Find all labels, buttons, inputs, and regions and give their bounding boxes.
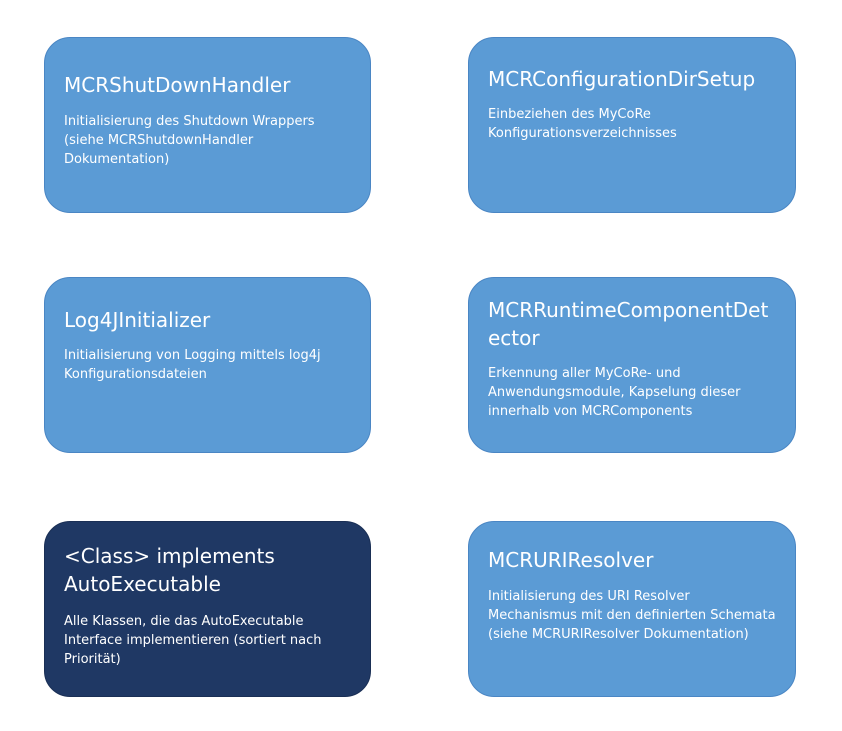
box-title: MCRConfigurationDirSetup bbox=[488, 67, 756, 91]
mcr-runtime-component-detector-box: MCRRuntimeComponentDetector Erkennung al… bbox=[468, 277, 796, 453]
box-description: Einbeziehen des MyCoRe Konfigurationsver… bbox=[488, 107, 677, 141]
log4j-initializer-box: Log4JInitializer Initialisierung von Log… bbox=[44, 277, 371, 453]
auto-executable-box: <Class> implements AutoExecutable Alle K… bbox=[44, 521, 371, 697]
box-description: Initialisierung des Shutdown Wrappers (s… bbox=[64, 114, 315, 167]
box-title: MCRRuntimeComponentDetector bbox=[488, 298, 769, 350]
box-description: Initialisierung des URI Resolver Mechani… bbox=[488, 589, 776, 642]
box-title: <Class> implements AutoExecutable bbox=[64, 544, 275, 596]
box-title: Log4JInitializer bbox=[64, 308, 211, 332]
box-description: Erkennung aller MyCoRe- und Anwendungsmo… bbox=[488, 366, 741, 419]
box-description: Alle Klassen, die das AutoExecutable Int… bbox=[64, 614, 322, 667]
box-title: MCRShutDownHandler bbox=[64, 73, 291, 97]
box-description: Initialisierung von Logging mittels log4… bbox=[64, 348, 321, 382]
mcr-shutdown-handler-box: MCRShutDownHandler Initialisierung des S… bbox=[44, 37, 371, 213]
mcr-configuration-dir-setup-box: MCRConfigurationDirSetup Einbeziehen des… bbox=[468, 37, 796, 213]
mcr-uri-resolver-box: MCRURIResolver Initialisierung des URI R… bbox=[468, 521, 796, 697]
box-title: MCRURIResolver bbox=[488, 548, 654, 572]
